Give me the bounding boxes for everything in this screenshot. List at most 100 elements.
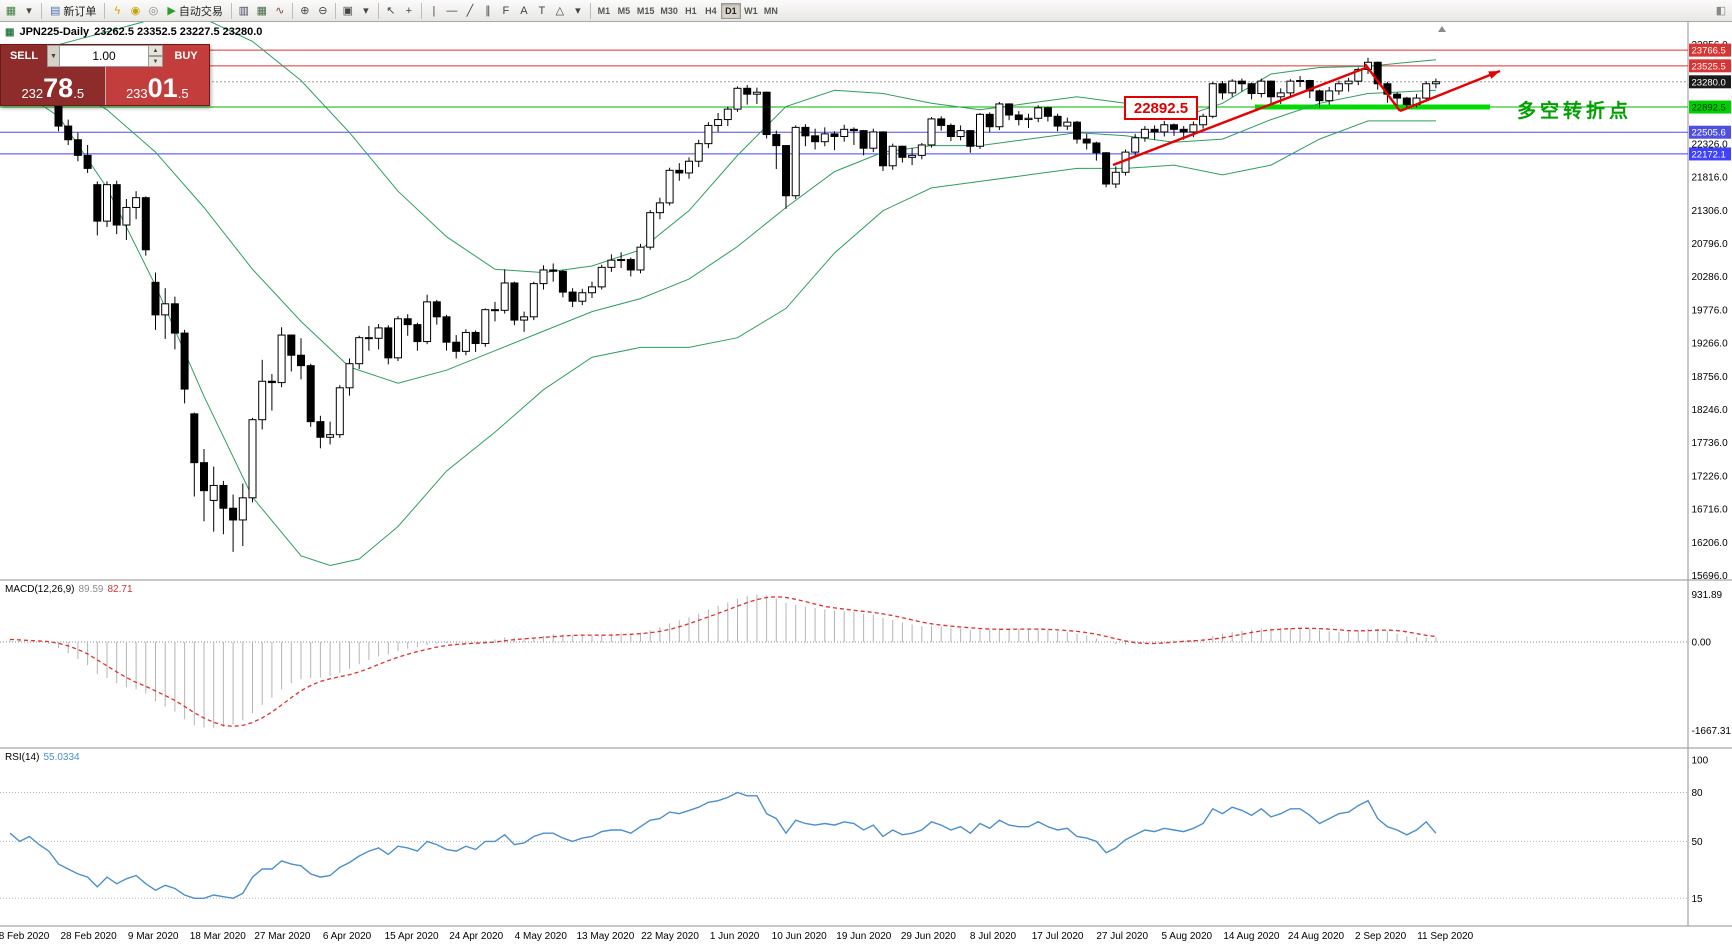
svg-text:18246.0: 18246.0: [1692, 405, 1729, 416]
new-order-label: 新订单: [63, 5, 97, 18]
svg-text:29 Jun 2020: 29 Jun 2020: [901, 931, 956, 942]
svg-text:23280.0: 23280.0: [1692, 77, 1726, 88]
timeframe-m15-button[interactable]: M15: [634, 3, 658, 19]
price-axis: 23856.022326.021816.021306.020796.020286…: [1689, 40, 1731, 582]
sell-price-button[interactable]: 232 78.5: [1, 67, 106, 105]
trend-arrows[interactable]: [1112, 63, 1501, 167]
toolbar-separator: [230, 2, 232, 19]
candlestick-chart-icon[interactable]: ▦: [253, 2, 271, 20]
one-click-trading-icon[interactable]: ϟ: [108, 2, 126, 20]
svg-text:5 Aug 2020: 5 Aug 2020: [1161, 931, 1212, 942]
tile-dropdown-icon[interactable]: ▾: [357, 2, 375, 20]
svg-text:19776.0: 19776.0: [1692, 305, 1729, 316]
volume-input[interactable]: [60, 45, 148, 67]
svg-text:18756.0: 18756.0: [1692, 372, 1729, 383]
shapes-dropdown-icon[interactable]: ▾: [569, 2, 587, 20]
svg-text:24 Aug 2020: 24 Aug 2020: [1288, 931, 1345, 942]
svg-text:16716.0: 16716.0: [1692, 505, 1729, 516]
trendline-tool-icon[interactable]: ╱: [461, 2, 479, 20]
svg-text:17736.0: 17736.0: [1692, 438, 1729, 449]
cursor-icon[interactable]: ↖: [382, 2, 400, 20]
channel-tool-icon[interactable]: ∥: [479, 2, 497, 20]
svg-text:22505.6: 22505.6: [1692, 128, 1726, 139]
chart-window[interactable]: 23856.022326.021816.021306.020796.020286…: [0, 22, 1732, 944]
horizontal-lines[interactable]: [0, 49, 1688, 155]
crosshair-icon[interactable]: +: [400, 2, 418, 20]
panel-toggle-icon[interactable]: ◧: [1712, 2, 1730, 20]
turning-point-label[interactable]: 多空转折点: [1517, 101, 1633, 122]
text-tool-icon[interactable]: A: [515, 2, 533, 20]
svg-text:20796.0: 20796.0: [1692, 239, 1729, 250]
toolbar-separator: [589, 2, 591, 19]
bar-chart-icon[interactable]: ▥: [235, 2, 253, 20]
shapes-tool-icon[interactable]: △: [551, 2, 569, 20]
timeframe-m5-button[interactable]: M5: [614, 3, 634, 19]
horizontal-line-tool-icon[interactable]: —: [443, 2, 461, 20]
volume-up-button[interactable]: ▲: [148, 45, 163, 56]
buy-label-button[interactable]: BUY: [163, 45, 209, 67]
svg-text:22 May 2020: 22 May 2020: [641, 931, 699, 942]
svg-text:15696.0: 15696.0: [1692, 571, 1729, 582]
timeframe-h4-button[interactable]: H4: [701, 3, 721, 19]
svg-text:15: 15: [1692, 894, 1704, 905]
buy-price-small: 233: [125, 85, 148, 101]
svg-text:20286.0: 20286.0: [1692, 272, 1729, 283]
volume-down-button[interactable]: ▼: [148, 56, 163, 67]
main-toolbar: ▦ ▾ ▤ 新订单 ϟ ◉ ◎ ▶ 自动交易 ▥ ▦ ∿ ⊕ ⊖ ▣ ▾ ↖ +…: [0, 0, 1732, 22]
chart-shift[interactable]: [1438, 26, 1446, 32]
deposit-icon[interactable]: ◉: [126, 2, 144, 20]
svg-text:15 Apr 2020: 15 Apr 2020: [385, 931, 439, 942]
timeframe-d1-button[interactable]: D1: [720, 2, 741, 19]
chart-canvas[interactable]: 23856.022326.021816.021306.020796.020286…: [0, 22, 1732, 944]
rsi-line: [9, 791, 1437, 900]
svg-text:16206.0: 16206.0: [1692, 538, 1729, 549]
rsi-name: RSI(14): [5, 752, 40, 763]
timeframe-mn-button[interactable]: MN: [761, 3, 781, 19]
toolbar-separator: [334, 2, 336, 19]
new-order-button[interactable]: ▤ 新订单: [45, 2, 101, 20]
svg-text:22892.5: 22892.5: [1692, 103, 1726, 114]
ohlc-values: 23262.5 23352.5 23227.5 23280.0: [94, 26, 263, 38]
zoom-out-icon[interactable]: ⊖: [314, 2, 332, 20]
date-axis[interactable]: 8 Feb 2020 28 Feb 2020 9 Mar 2020 18 Mar 20…: [0, 931, 1474, 942]
volume-dropdown-button[interactable]: ▼: [47, 45, 60, 67]
buy-price-button[interactable]: 233 01.5: [105, 67, 209, 105]
auto-trading-button[interactable]: ▶ 自动交易: [162, 2, 227, 20]
zoom-in-icon[interactable]: ⊕: [296, 2, 314, 20]
timeframe-m30-button[interactable]: M30: [657, 3, 681, 19]
timeframe-m1-button[interactable]: M1: [594, 3, 614, 19]
chart-header: ▦ JPN225-Daily 23262.5 23352.5 23227.5 2…: [5, 26, 262, 38]
label-tool-icon[interactable]: T: [533, 2, 551, 20]
svg-text:14 Aug 2020: 14 Aug 2020: [1223, 931, 1280, 942]
line-chart-icon[interactable]: ∿: [271, 2, 289, 20]
svg-text:22326.0: 22326.0: [1692, 139, 1729, 150]
macd-indicator-label: MACD(12,26,9) 89.59 82.71: [5, 584, 133, 595]
svg-text:8 Jul 2020: 8 Jul 2020: [970, 931, 1017, 942]
price-annotation-box[interactable]: 22892.5: [1124, 96, 1198, 120]
svg-text:23766.5: 23766.5: [1692, 46, 1726, 57]
sell-price-small: 232: [21, 85, 44, 101]
transfer-icon[interactable]: ◎: [144, 2, 162, 20]
chart-dropdown-icon[interactable]: ▾: [20, 2, 38, 20]
svg-text:80: 80: [1692, 788, 1704, 799]
timeframe-h1-button[interactable]: H1: [681, 3, 701, 19]
vertical-line-tool-icon[interactable]: |: [425, 2, 443, 20]
svg-text:24 Apr 2020: 24 Apr 2020: [449, 931, 503, 942]
fibonacci-tool-icon[interactable]: F: [497, 2, 515, 20]
new-chart-icon[interactable]: ▦: [2, 2, 20, 20]
svg-text:28 Feb 2020: 28 Feb 2020: [61, 931, 118, 942]
new-order-icon: ▤: [50, 5, 61, 17]
toolbar-separator: [291, 2, 293, 19]
symbol-chart-icon: ▦: [5, 26, 15, 38]
svg-text:6 Apr 2020: 6 Apr 2020: [323, 931, 372, 942]
timeframe-w1-button[interactable]: W1: [741, 3, 761, 19]
rsi-indicator-label: RSI(14) 55.0334: [5, 752, 80, 763]
svg-text:19 Jun 2020: 19 Jun 2020: [836, 931, 891, 942]
svg-text:22172.1: 22172.1: [1692, 149, 1726, 160]
sell-label-button[interactable]: SELL: [1, 45, 47, 67]
svg-text:2 Sep 2020: 2 Sep 2020: [1355, 931, 1407, 942]
sell-price-big: 78: [43, 73, 74, 103]
buy-price-frac: .5: [177, 85, 189, 101]
tile-windows-icon[interactable]: ▣: [339, 2, 357, 20]
